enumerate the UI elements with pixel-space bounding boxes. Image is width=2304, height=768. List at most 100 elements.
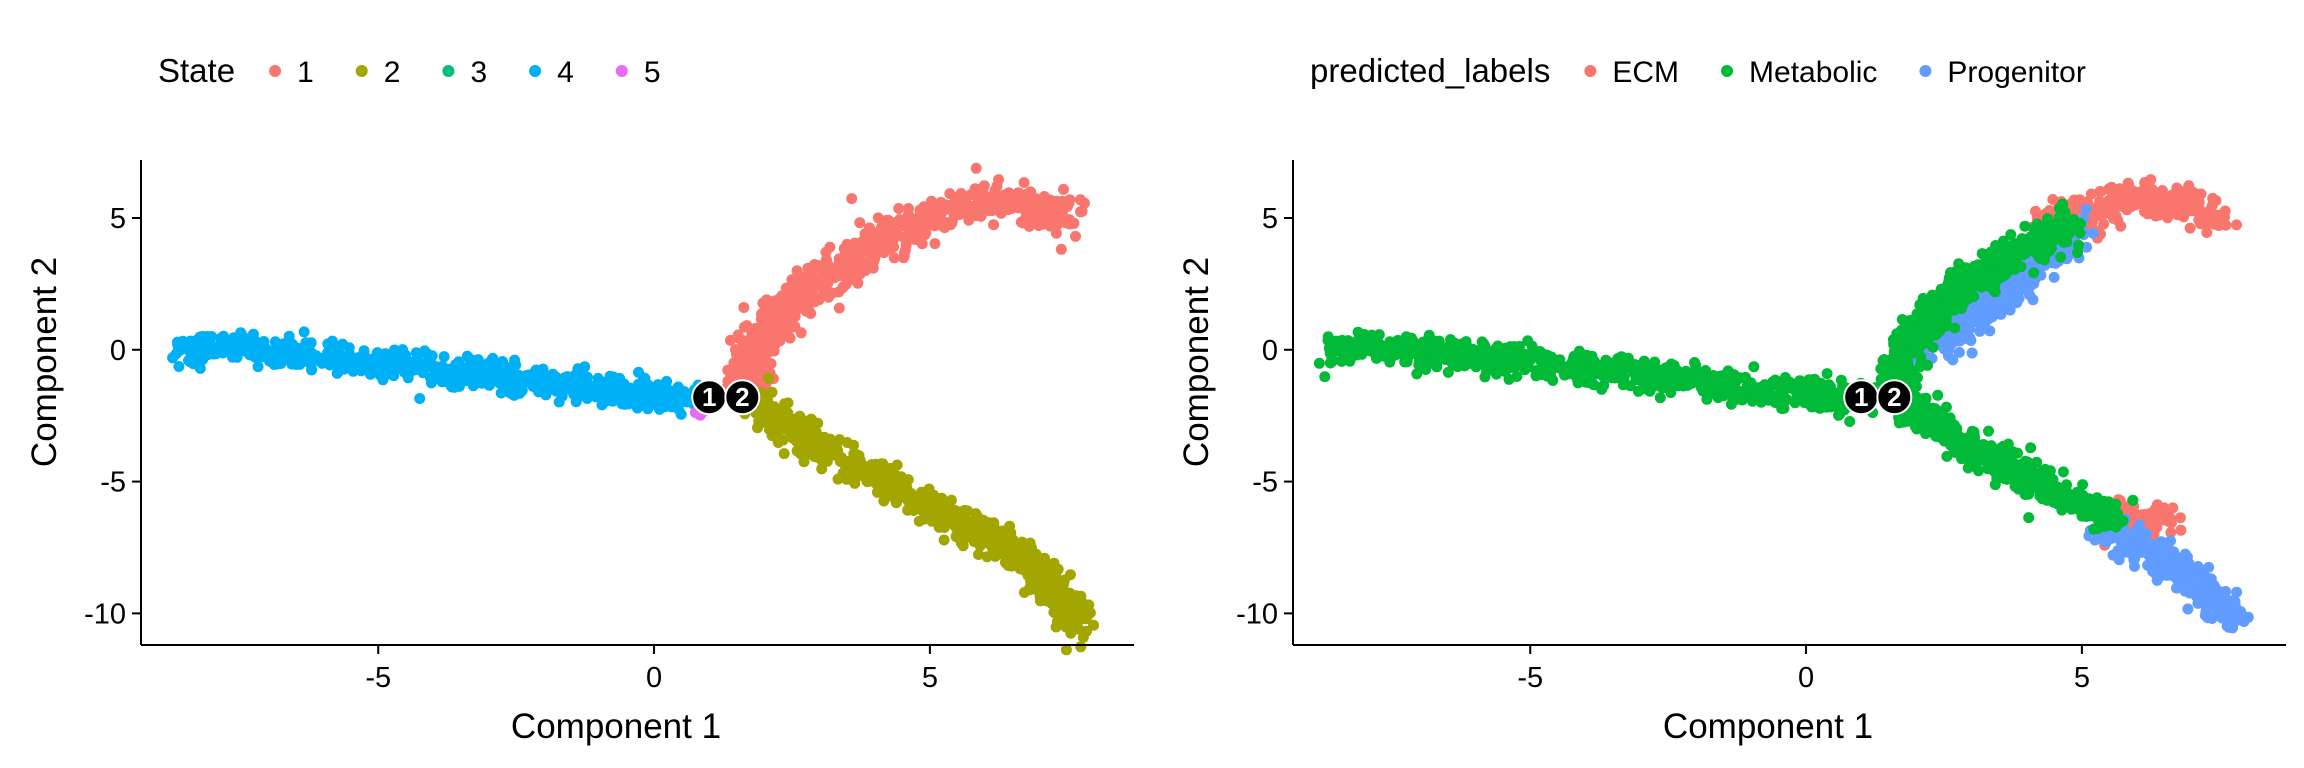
data-point bbox=[1962, 444, 1974, 456]
data-point bbox=[752, 422, 763, 434]
data-point bbox=[2019, 220, 2031, 232]
data-point bbox=[1812, 396, 1824, 408]
data-point bbox=[738, 302, 750, 313]
y-tick-label: -5 bbox=[100, 467, 126, 499]
data-point bbox=[1656, 381, 1668, 393]
data-point bbox=[1467, 343, 1479, 355]
x-axis-title: Component 1 bbox=[1663, 707, 1873, 746]
data-point bbox=[2203, 561, 2215, 573]
data-point bbox=[2183, 180, 2195, 192]
legend-items: ECM Metabolic Progenitor bbox=[1584, 56, 2086, 89]
data-point bbox=[1580, 376, 1592, 388]
data-point bbox=[803, 441, 815, 453]
y-tick-label: -10 bbox=[84, 598, 126, 630]
data-point bbox=[995, 207, 1007, 219]
data-point bbox=[1058, 183, 1069, 195]
data-point bbox=[2054, 202, 2065, 214]
data-point bbox=[1723, 388, 1735, 400]
legend-swatch bbox=[1919, 65, 1932, 77]
data-point bbox=[970, 162, 982, 174]
data-point bbox=[1326, 355, 1338, 367]
data-point bbox=[1075, 641, 1087, 653]
data-point bbox=[897, 479, 909, 491]
data-point bbox=[862, 226, 873, 238]
x-axis-title: Component 1 bbox=[511, 707, 721, 746]
branch-label: 2 bbox=[735, 382, 749, 412]
data-point bbox=[991, 529, 1003, 540]
data-point bbox=[730, 356, 742, 367]
data-point bbox=[1973, 263, 1985, 275]
data-point bbox=[1552, 362, 1564, 373]
data-point bbox=[658, 379, 669, 391]
data-point bbox=[2046, 242, 2057, 254]
data-point bbox=[923, 493, 935, 505]
data-point bbox=[1994, 300, 2006, 312]
data-point bbox=[926, 515, 938, 527]
data-point bbox=[951, 522, 963, 534]
legend-title: predicted_labels bbox=[1310, 52, 1550, 89]
x-tick-label: -5 bbox=[365, 662, 391, 694]
data-point bbox=[770, 413, 782, 425]
data-point bbox=[1777, 376, 1789, 388]
data-point bbox=[778, 448, 790, 460]
y-tick-label: -10 bbox=[1236, 598, 1278, 630]
data-point bbox=[938, 534, 950, 546]
data-point bbox=[1051, 616, 1063, 627]
data-point bbox=[833, 286, 845, 298]
data-point bbox=[759, 302, 771, 314]
data-point bbox=[798, 456, 810, 468]
data-point bbox=[1360, 330, 1372, 342]
legend-item: 1 bbox=[269, 56, 314, 89]
data-point bbox=[891, 459, 903, 471]
data-point bbox=[1597, 370, 1609, 382]
data-point bbox=[2128, 547, 2140, 559]
data-point bbox=[1370, 342, 1382, 354]
data-point bbox=[805, 308, 817, 319]
data-point bbox=[2055, 251, 2067, 263]
data-point bbox=[1342, 335, 1354, 347]
data-point bbox=[946, 215, 958, 227]
data-point bbox=[1007, 552, 1019, 564]
data-point bbox=[272, 354, 284, 366]
data-point bbox=[1046, 571, 1058, 582]
data-point bbox=[1983, 425, 1994, 437]
data-point bbox=[1895, 326, 1907, 338]
data-point bbox=[1013, 202, 1025, 214]
data-point bbox=[1400, 331, 1412, 343]
data-point bbox=[447, 368, 458, 380]
series-1 bbox=[721, 162, 1090, 409]
data-point bbox=[2103, 519, 2115, 531]
y-tick-label: 5 bbox=[110, 203, 126, 235]
data-point bbox=[638, 397, 650, 408]
data-point bbox=[1700, 365, 1711, 376]
data-point bbox=[556, 378, 568, 390]
data-point bbox=[2201, 227, 2213, 238]
y-tick-label: 0 bbox=[1262, 335, 1278, 367]
data-point bbox=[877, 458, 889, 470]
data-point bbox=[929, 238, 941, 250]
data-point bbox=[938, 200, 950, 212]
data-point bbox=[252, 361, 264, 373]
data-point bbox=[2061, 488, 2073, 500]
data-point bbox=[333, 365, 345, 377]
data-point bbox=[944, 188, 956, 200]
data-point bbox=[742, 344, 754, 356]
branch-point: 2 bbox=[724, 379, 761, 416]
data-point bbox=[402, 372, 414, 384]
data-point bbox=[2203, 600, 2215, 612]
data-point bbox=[495, 387, 507, 399]
data-point bbox=[337, 338, 349, 350]
data-point bbox=[963, 204, 975, 216]
data-point bbox=[2107, 549, 2119, 561]
x-tick-label: 5 bbox=[922, 662, 938, 694]
data-point bbox=[1064, 569, 1076, 581]
y-tick-label: 0 bbox=[110, 335, 126, 367]
data-point bbox=[883, 242, 895, 254]
data-point bbox=[1748, 361, 1760, 373]
data-point bbox=[805, 273, 816, 285]
data-point bbox=[649, 382, 661, 394]
data-point bbox=[1998, 451, 2010, 462]
data-point bbox=[1966, 347, 1978, 359]
data-point bbox=[200, 348, 212, 360]
